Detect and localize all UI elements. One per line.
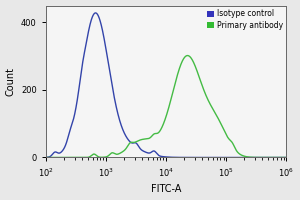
X-axis label: FITC-A: FITC-A <box>151 184 181 194</box>
Y-axis label: Count: Count <box>6 67 16 96</box>
Legend: Isotype control, Primary antibody: Isotype control, Primary antibody <box>206 8 285 31</box>
